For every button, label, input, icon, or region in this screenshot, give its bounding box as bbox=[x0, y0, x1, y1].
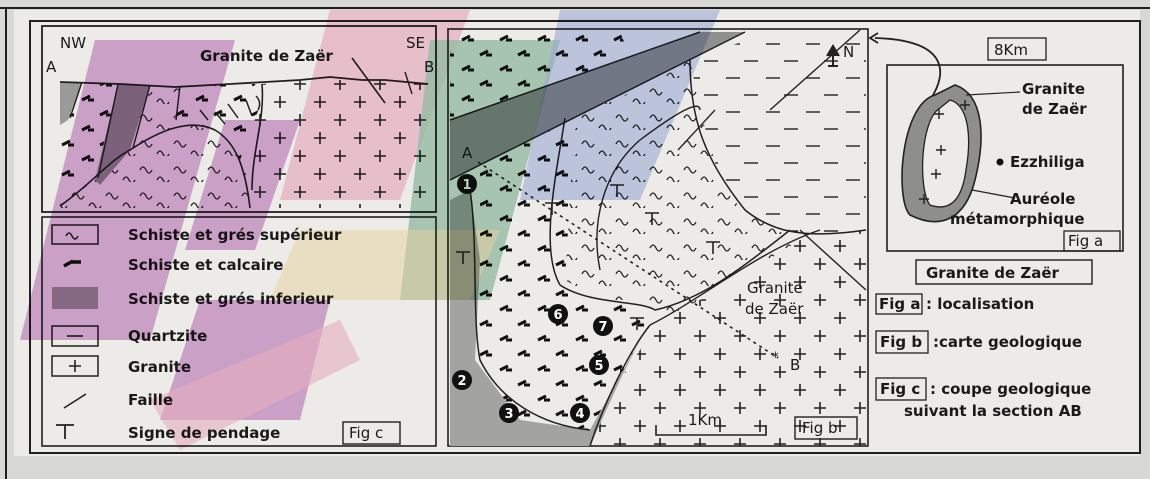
caption-fa-text: : localisation bbox=[926, 295, 1034, 313]
map-granite-line2: de Zaër bbox=[745, 300, 804, 318]
fig-a-granite-line1: Granite bbox=[1022, 80, 1085, 98]
town-dot-icon bbox=[996, 158, 1004, 166]
nw-label: NW bbox=[60, 34, 86, 52]
svg-text:7: 7 bbox=[598, 320, 607, 335]
scale-label: 1Km bbox=[688, 411, 722, 429]
marker-3: 3 bbox=[499, 403, 519, 423]
fault-line-icon bbox=[63, 393, 87, 409]
captions: Granite de Zaër Fig a : localisation Fig… bbox=[875, 259, 1093, 420]
dip-sign-icon bbox=[56, 424, 74, 439]
fig-a-tag: Fig a bbox=[1068, 232, 1103, 250]
marker-2: 2 bbox=[452, 370, 472, 390]
marker-4: 4 bbox=[570, 403, 590, 423]
fig-a-localisation: 8Km Granite de Zaër Ezzhiliga Auréole mé… bbox=[868, 32, 1124, 252]
caption-title: Granite de Zaër bbox=[926, 264, 1060, 282]
point-a-label: A bbox=[46, 58, 57, 76]
caption-fb-tag: Fig b bbox=[880, 333, 922, 351]
svg-text:3: 3 bbox=[504, 407, 513, 422]
fig-a-aureole-line2: métamorphique bbox=[950, 210, 1085, 228]
fig-a-granite-line2: de Zaër bbox=[1022, 100, 1087, 118]
caption-fc-tag: Fig c bbox=[880, 380, 920, 398]
svg-text:2: 2 bbox=[457, 374, 466, 389]
svg-text:5: 5 bbox=[594, 359, 603, 374]
fig-a-scale: 8Km bbox=[994, 41, 1028, 59]
granite-cross-icon bbox=[51, 355, 99, 377]
north-arrow-icon bbox=[826, 44, 840, 67]
map-point-b: B bbox=[790, 356, 800, 374]
marker-6: 6 bbox=[548, 304, 568, 324]
fig-a-town: Ezzhiliga bbox=[1010, 153, 1085, 171]
north-label: N bbox=[843, 43, 854, 61]
section-title: Granite de Zaër bbox=[200, 47, 334, 65]
caption-fc-line1: : coupe geologique bbox=[930, 380, 1091, 398]
svg-text:6: 6 bbox=[553, 308, 562, 323]
caption-fb-text: :carte geologique bbox=[933, 333, 1082, 351]
svg-text:*: * bbox=[772, 350, 779, 366]
watermark bbox=[20, 10, 720, 450]
marker-7: 7 bbox=[593, 316, 613, 336]
map-granite-line1: Granite bbox=[747, 279, 803, 297]
legend-item-granite: Granite bbox=[128, 358, 191, 376]
scale-bar bbox=[655, 425, 767, 436]
fig-b-tag: Fig b bbox=[802, 419, 838, 437]
svg-text:4: 4 bbox=[575, 407, 584, 422]
marker-5: 5 bbox=[589, 355, 609, 375]
fig-c-tag: Fig c bbox=[349, 424, 383, 442]
caption-fc-line2: suivant la section AB bbox=[904, 402, 1082, 420]
caption-fa-tag: Fig a bbox=[879, 295, 920, 313]
fig-a-aureole-line1: Auréole bbox=[1010, 190, 1075, 208]
